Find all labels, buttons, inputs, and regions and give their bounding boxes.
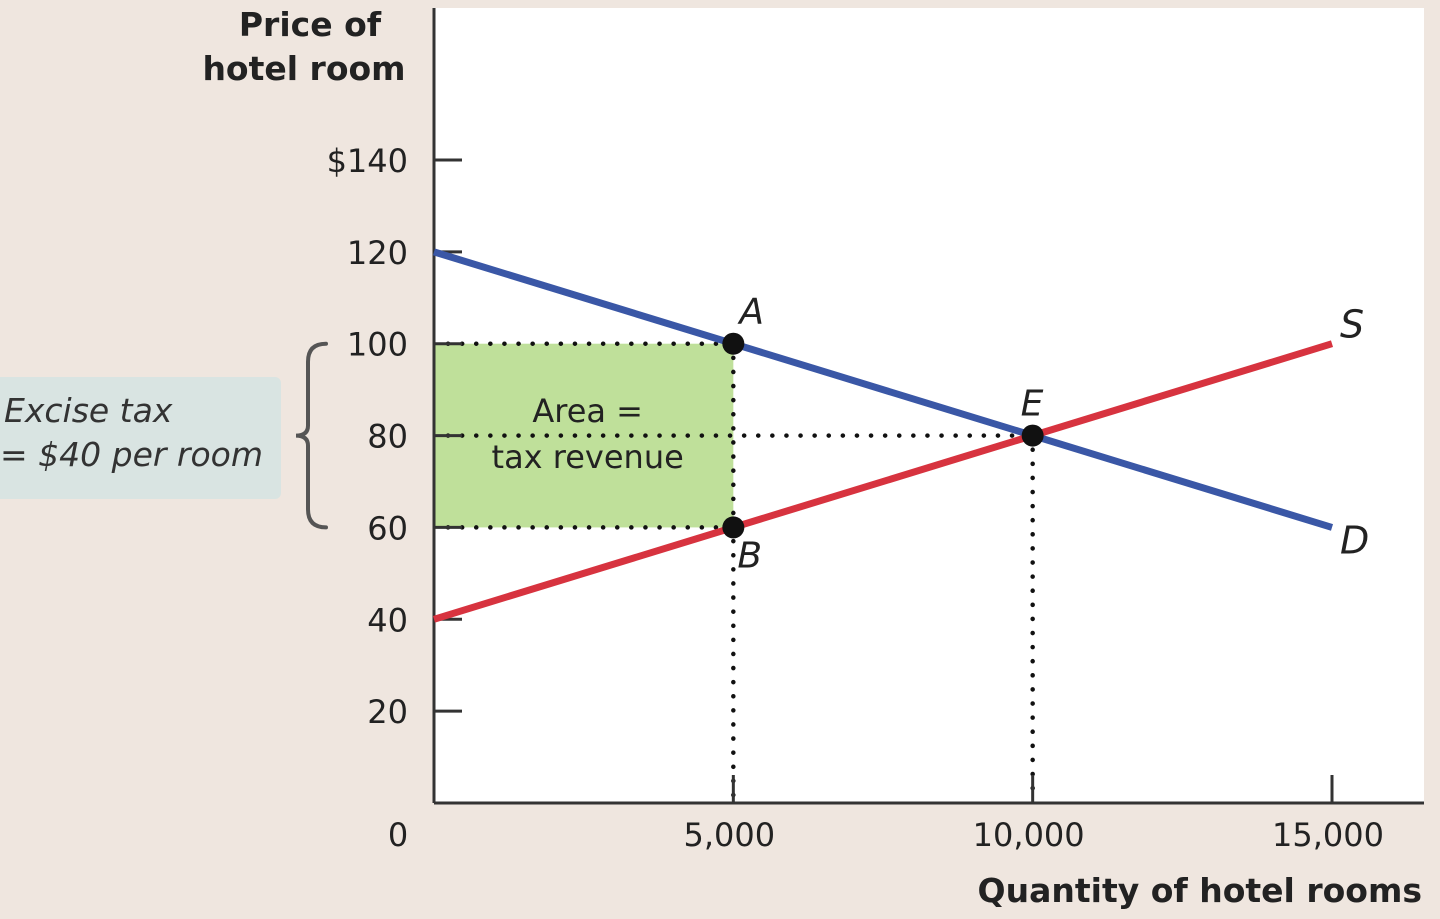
curve-label-D: D bbox=[1340, 518, 1369, 562]
curve-S bbox=[432, 340, 1334, 623]
area-label-line2: tax revenue bbox=[492, 438, 684, 476]
y-tick-label-20: 20 bbox=[367, 693, 408, 731]
x-tick-label-5000: 5,000 bbox=[684, 816, 776, 854]
excise-tax-label-line2: = $40 per room bbox=[0, 435, 263, 474]
y-axis-title-line2: hotel room bbox=[202, 49, 405, 88]
area-label-line1: Area = bbox=[532, 392, 643, 430]
tax-revenue-area bbox=[434, 343, 734, 528]
equilibrium-points: A B E bbox=[722, 292, 1044, 576]
point-B bbox=[722, 516, 745, 539]
y-tick-label-140: $140 bbox=[327, 142, 408, 180]
point-E bbox=[1021, 424, 1044, 447]
y-tick-label-100: 100 bbox=[347, 326, 408, 364]
x-ticks: 0 5,000 10,000 15,000 bbox=[388, 775, 1384, 854]
excise-tax-bracket bbox=[295, 341, 328, 530]
curve-label-S: S bbox=[1340, 303, 1364, 347]
x-axis-title: Quantity of hotel rooms bbox=[978, 871, 1422, 910]
y-ticks: 20 40 60 80 100 120 $140 bbox=[327, 142, 462, 731]
excise-tax-box bbox=[0, 377, 281, 499]
point-label-B: B bbox=[737, 535, 762, 576]
x-tick-label-15000: 15,000 bbox=[1272, 816, 1384, 854]
x-tick-label-10000: 10,000 bbox=[973, 816, 1085, 854]
y-tick-label-120: 120 bbox=[347, 234, 408, 272]
curve-D bbox=[432, 248, 1334, 531]
y-axis-title-line1: Price of bbox=[239, 5, 382, 44]
point-A bbox=[722, 332, 745, 355]
x-tick-label-0: 0 bbox=[388, 816, 408, 854]
dotted-guides bbox=[445, 341, 1035, 798]
y-tick-label-80: 80 bbox=[367, 418, 408, 456]
point-label-E: E bbox=[1021, 384, 1044, 425]
y-tick-label-40: 40 bbox=[367, 601, 408, 639]
y-tick-label-60: 60 bbox=[367, 509, 408, 547]
curves: DS bbox=[432, 248, 1369, 623]
point-label-A: A bbox=[737, 292, 764, 333]
excise-tax-label-line1: Excise tax bbox=[4, 391, 173, 430]
